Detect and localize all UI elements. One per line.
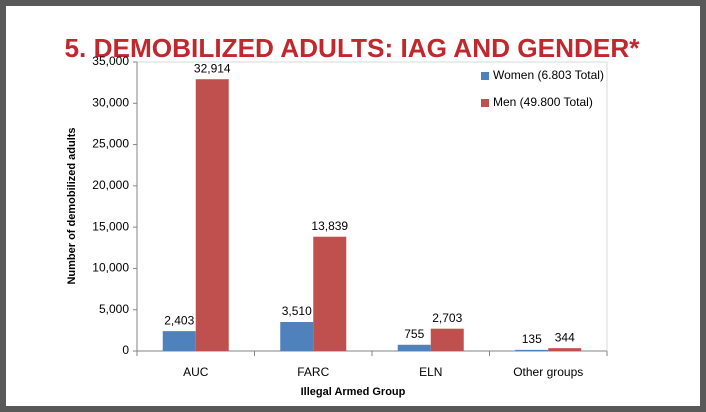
data-label: 344 bbox=[555, 330, 575, 344]
legend-label: Women (6.803 Total) bbox=[493, 68, 604, 82]
data-label: 2,403 bbox=[164, 313, 194, 327]
bar bbox=[313, 236, 347, 351]
bar bbox=[162, 331, 196, 351]
x-tick-label: FARC bbox=[297, 365, 329, 379]
x-axis-title: Illegal Armed Group bbox=[301, 386, 406, 398]
y-tick-label: 20,000 bbox=[92, 178, 129, 192]
data-label: 32,914 bbox=[194, 61, 231, 75]
legend-swatch bbox=[481, 99, 489, 107]
y-axis-title: Number of demobilized adults bbox=[66, 127, 78, 284]
x-tick-label: Other groups bbox=[513, 365, 583, 379]
bar bbox=[515, 349, 549, 351]
y-tick-label: 10,000 bbox=[92, 261, 129, 275]
legend-label: Men (49.800 Total) bbox=[493, 95, 593, 109]
y-tick-label: 30,000 bbox=[92, 95, 129, 109]
bar bbox=[397, 344, 431, 351]
x-tick-label: AUC bbox=[183, 365, 209, 379]
y-tick-label: 5,000 bbox=[99, 302, 129, 316]
bar bbox=[280, 322, 314, 351]
bar bbox=[430, 328, 464, 351]
data-label: 13,839 bbox=[311, 219, 348, 233]
data-label: 2,703 bbox=[432, 311, 462, 325]
x-tick-label: ELN bbox=[419, 365, 442, 379]
bar bbox=[195, 79, 229, 352]
data-label: 135 bbox=[522, 332, 542, 346]
data-label: 755 bbox=[404, 327, 424, 341]
chart-title: 5. DEMOBILIZED ADULTS: IAG AND GENDER* bbox=[65, 33, 641, 63]
legend-swatch bbox=[481, 72, 489, 80]
y-tick-label: 25,000 bbox=[92, 137, 129, 151]
y-tick-label: 0 bbox=[122, 343, 129, 357]
data-label: 3,510 bbox=[282, 304, 312, 318]
bar bbox=[548, 348, 582, 351]
y-tick-label: 15,000 bbox=[92, 219, 129, 233]
y-tick-label: 35,000 bbox=[92, 54, 129, 68]
